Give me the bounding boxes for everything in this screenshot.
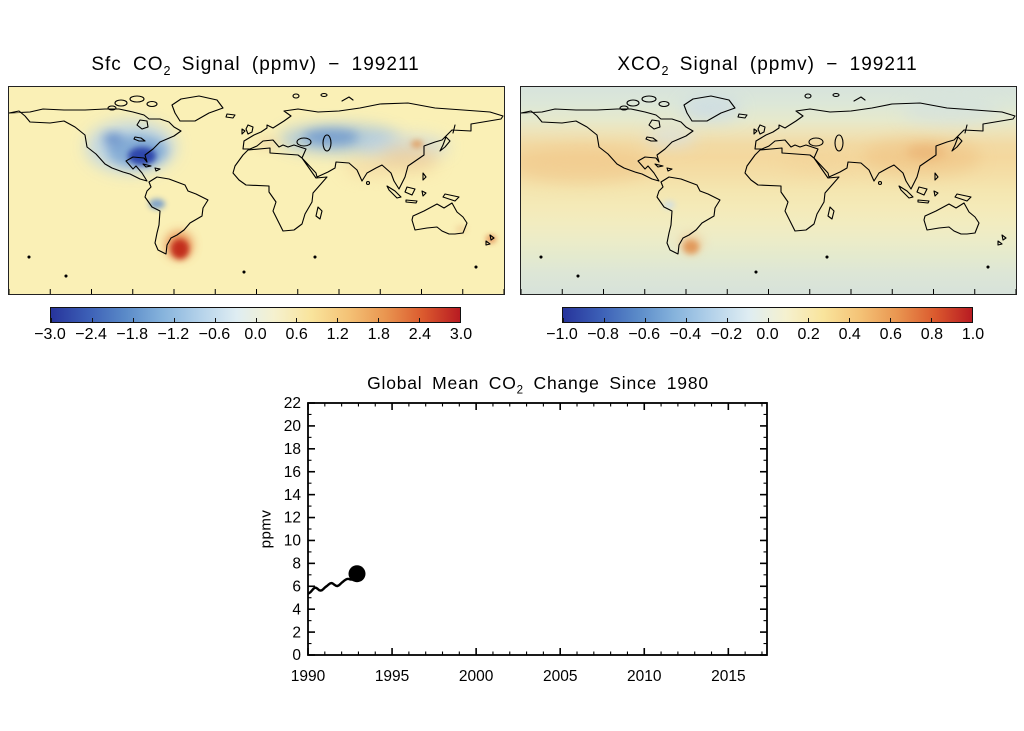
y-axis-tick-label: 16 <box>284 464 301 481</box>
x-axis-tick-label: 2000 <box>459 668 494 685</box>
timeseries-title-rest: Change Since 1980 <box>523 373 709 393</box>
colorbar-tick-label: −0.6 <box>198 326 231 343</box>
colorbar-tick-label: −0.8 <box>587 326 619 343</box>
x-axis-tick-label: 1990 <box>291 668 326 685</box>
axis-ticks <box>307 402 767 656</box>
surface-co2-map <box>8 86 505 295</box>
plot-frame <box>307 402 768 656</box>
colorbar-gradient-bar <box>50 307 461 323</box>
colorbar-tick-label: 0.8 <box>920 326 944 343</box>
x-axis-tick-label: 2005 <box>543 668 577 685</box>
colorbar-tick-mark <box>296 318 298 322</box>
timeseries-title-text: Global Mean CO <box>367 373 517 393</box>
colorbar-tick-label: 2.4 <box>408 326 432 343</box>
colorbar-tick-label: −0.2 <box>710 326 743 343</box>
colorbar-tick-label: −2.4 <box>75 326 107 343</box>
right-map-title: XCO2 Signal (ppmv) − 199211 <box>520 54 1015 78</box>
axis-tick-labels: 1990 1995 2000 2005 2010 2015 0 2 4 6 8 10 12 14 16 18 2… <box>284 395 746 685</box>
x-axis-tick-label: 2015 <box>711 668 745 685</box>
colorbar-tick-label: −1.8 <box>116 326 148 343</box>
colorbar-tick-label: 1.0 <box>961 326 985 343</box>
colorbar-tick-label: 3.0 <box>449 326 473 343</box>
colorbar-tick-mark <box>419 318 421 322</box>
x-axis-tick-label: 2010 <box>627 668 662 685</box>
y-axis-tick-label: 6 <box>292 578 301 595</box>
y-axis-tick-label: 22 <box>284 395 301 412</box>
colorbar-tick-mark <box>890 318 892 322</box>
colorbar-tick-label: −1.0 <box>546 326 578 343</box>
timeseries-title-subscript: 2 <box>516 384 524 397</box>
y-axis-tick-label: 8 <box>292 556 301 573</box>
left-map-title-text: Sfc CO <box>91 54 164 75</box>
left-map-title-subscript: 2 <box>163 63 171 78</box>
colorbar-tick-labels: −1.0 −0.8 −0.6 −0.4 −0.2 0.0 0.2 0.4 0.6 0.8 1.0 <box>546 323 984 345</box>
left-map-title-rest: Signal (ppmv) − 199211 <box>170 54 420 75</box>
colorbar-gradient-bar <box>562 307 973 323</box>
colorbar-tick-mark <box>808 318 810 322</box>
colorbar-tick-label: 0.4 <box>838 326 861 343</box>
y-axis-tick-label: 18 <box>284 441 301 458</box>
colorbar-tick-label: 0.6 <box>879 326 902 343</box>
colorbar-tick-mark <box>51 318 52 322</box>
colorbar-tick-mark <box>91 318 93 322</box>
current-month-marker <box>348 565 366 583</box>
colorbar-tick-mark <box>972 318 973 322</box>
colorbar-tick-mark <box>603 318 605 322</box>
colorbar-tick-mark <box>931 318 933 322</box>
xco2-map <box>520 86 1017 295</box>
colorbar-tick-mark <box>685 318 687 322</box>
colorbar-tick-mark <box>460 318 461 322</box>
surface-co2-colorbar: −3.0 −2.4 −1.8 −1.2 −0.6 0.0 0.6 1.2 1.8 2.4 3.0 <box>34 307 472 351</box>
colorbar-tick-mark <box>214 318 216 322</box>
co2-line <box>307 573 358 595</box>
xco2-colorbar: −1.0 −0.8 −0.6 −0.4 −0.2 0.0 0.2 0.4 0.6 0.8 1.0 <box>546 307 984 351</box>
colorbar-tick-mark <box>255 318 257 322</box>
colorbar-tick-mark <box>563 318 564 322</box>
colorbar-tick-label: 0.6 <box>285 326 308 343</box>
colorbar-tick-label: −0.4 <box>669 326 702 343</box>
colorbar-tick-label: −1.2 <box>157 326 190 343</box>
y-axis-tick-label: 2 <box>292 624 301 641</box>
colorbar-tick-labels: −3.0 −2.4 −1.8 −1.2 −0.6 0.0 0.6 1.2 1.8 2.4 3.0 <box>34 323 472 345</box>
timeseries-plot: 1990 1995 2000 2005 2010 2015 0 2 4 6 8 10 12 14 16 18 2… <box>284 395 768 685</box>
colorbar-tick-mark <box>726 318 728 322</box>
colorbar-tick-mark <box>173 318 175 322</box>
colorbar-tick-mark <box>132 318 134 322</box>
right-map-title-text: XCO <box>617 54 662 75</box>
colorbar-tick-mark <box>337 318 339 322</box>
colorbar-tick-mark <box>849 318 851 322</box>
y-axis-tick-label: 10 <box>284 533 302 550</box>
surface-map-background <box>9 87 504 294</box>
timeseries-title: Global Mean CO2 Change Since 1980 <box>308 373 768 397</box>
colorbar-tick-label: 0.0 <box>756 326 779 343</box>
colorbar-tick-label: 1.2 <box>326 326 349 343</box>
colorbar-tick-label: −3.0 <box>34 326 66 343</box>
colorbar-tick-label: 0.0 <box>244 326 267 343</box>
map-edge-ticks <box>521 289 1016 294</box>
y-axis-tick-label: 20 <box>284 418 302 435</box>
map-edge-ticks <box>9 289 504 294</box>
x-axis-tick-label: 1995 <box>375 668 409 685</box>
colorbar-tick-mark <box>378 318 380 322</box>
colorbar-tick-label: −0.6 <box>628 326 660 343</box>
colorbar-tick-mark <box>767 318 769 322</box>
y-axis-tick-label: 0 <box>292 647 301 664</box>
right-map-title-subscript: 2 <box>661 63 669 78</box>
y-axis-tick-label: 14 <box>284 487 302 504</box>
right-map-title-rest: Signal (ppmv) − 199211 <box>668 54 918 75</box>
colorbar-tick-label: 1.8 <box>367 326 390 343</box>
colorbar-tick-label: 0.2 <box>797 326 820 343</box>
y-axis-tick-label: 12 <box>284 510 301 527</box>
left-map-title: Sfc CO2 Signal (ppmv) − 199211 <box>8 54 503 78</box>
colorbar-tick-mark <box>644 318 646 322</box>
y-axis-tick-label: 4 <box>292 601 301 618</box>
